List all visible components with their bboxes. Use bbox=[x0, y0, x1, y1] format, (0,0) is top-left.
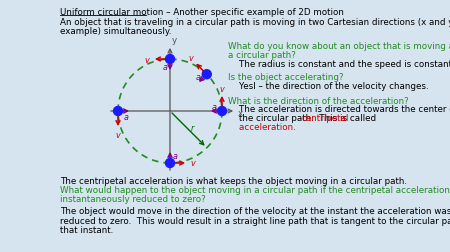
Text: The radius is constant and the speed is constant.: The radius is constant and the speed is … bbox=[228, 59, 450, 68]
Text: a: a bbox=[172, 151, 177, 160]
Text: v: v bbox=[188, 54, 193, 63]
Circle shape bbox=[202, 71, 211, 79]
Text: The acceleration is directed towards the center of: The acceleration is directed towards the… bbox=[228, 105, 450, 114]
Text: instantaneously reduced to zero?: instantaneously reduced to zero? bbox=[60, 195, 206, 204]
Text: An object that is traveling in a circular path is moving in two Cartesian direct: An object that is traveling in a circula… bbox=[60, 17, 450, 26]
Text: v: v bbox=[220, 84, 225, 93]
Text: a: a bbox=[212, 102, 217, 111]
Text: a circular path?: a circular path? bbox=[228, 51, 296, 59]
Text: reduced to zero.  This would result in a straight line path that is tangent to t: reduced to zero. This would result in a … bbox=[60, 216, 450, 225]
Text: x: x bbox=[238, 108, 243, 117]
Text: What is the direction of the acceleration?: What is the direction of the acceleratio… bbox=[228, 96, 409, 105]
Text: example) simultaneously.: example) simultaneously. bbox=[60, 27, 171, 36]
Text: The object would move in the direction of the velocity at the instant the accele: The object would move in the direction o… bbox=[60, 207, 450, 215]
Text: What do you know about an object that is moving along: What do you know about an object that is… bbox=[228, 42, 450, 51]
Text: that instant.: that instant. bbox=[60, 225, 113, 234]
Text: centripetal: centripetal bbox=[302, 114, 349, 123]
Text: a: a bbox=[123, 112, 128, 121]
Circle shape bbox=[166, 55, 175, 64]
Text: Is the object accelerating?: Is the object accelerating? bbox=[228, 73, 344, 81]
Text: the circular path.  This is called: the circular path. This is called bbox=[228, 114, 379, 123]
Text: YesI – the direction of the velocity changes.: YesI – the direction of the velocity cha… bbox=[228, 81, 428, 90]
Circle shape bbox=[166, 159, 175, 168]
Text: a: a bbox=[162, 63, 167, 72]
Text: v: v bbox=[191, 159, 195, 168]
Text: y: y bbox=[172, 36, 177, 45]
Text: acceleration.: acceleration. bbox=[228, 122, 296, 132]
Text: a: a bbox=[195, 72, 200, 81]
Text: v: v bbox=[144, 55, 149, 64]
Text: Uniform circular motion – Another specific example of 2D motion: Uniform circular motion – Another specif… bbox=[60, 8, 344, 17]
Circle shape bbox=[217, 107, 226, 116]
Text: v: v bbox=[116, 130, 121, 139]
Text: What would happen to the object moving in a circular path if the centripetal acc: What would happen to the object moving i… bbox=[60, 185, 450, 195]
Text: r: r bbox=[191, 123, 194, 132]
Text: The centripetal acceleration is what keeps the object moving in a circular path.: The centripetal acceleration is what kee… bbox=[60, 176, 407, 185]
Circle shape bbox=[113, 107, 122, 116]
